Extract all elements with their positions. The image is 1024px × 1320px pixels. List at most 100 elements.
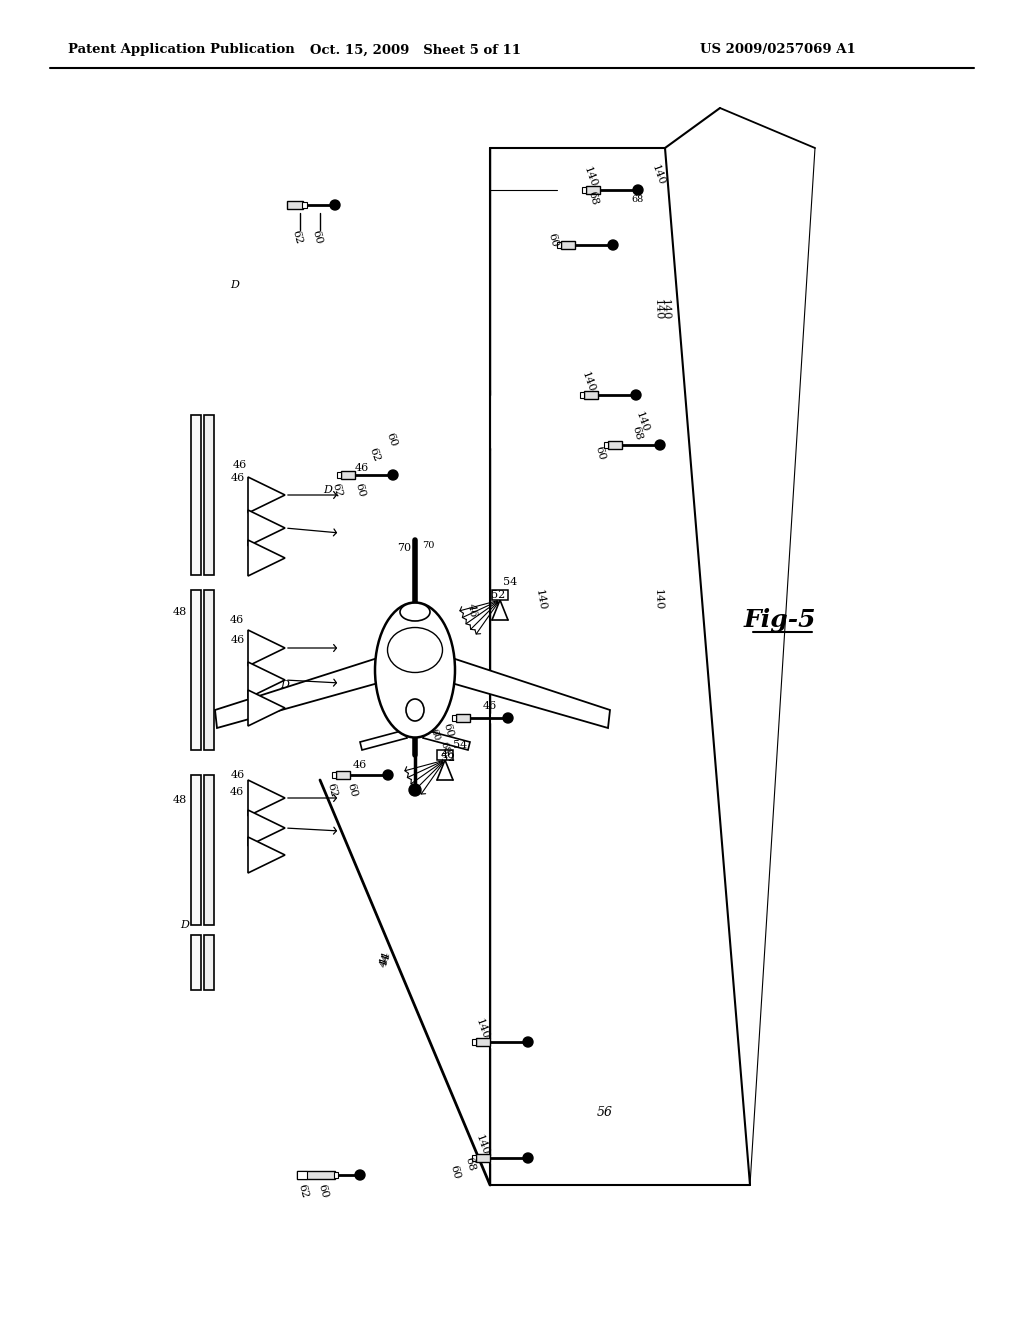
Circle shape — [655, 440, 665, 450]
Bar — [561, 242, 575, 249]
Bar — [204, 935, 214, 990]
Bar — [336, 771, 350, 779]
Bar — [580, 392, 584, 399]
Text: 140: 140 — [474, 1134, 490, 1156]
Polygon shape — [420, 610, 430, 649]
Text: 62: 62 — [368, 446, 382, 463]
Polygon shape — [248, 510, 285, 546]
Text: D: D — [281, 680, 290, 690]
Text: 46: 46 — [353, 760, 368, 770]
Text: 46: 46 — [355, 463, 369, 473]
Text: 46: 46 — [230, 770, 245, 780]
Bar — [332, 772, 336, 777]
Polygon shape — [248, 837, 285, 873]
Polygon shape — [410, 649, 430, 730]
Text: 60: 60 — [441, 722, 455, 738]
Text: 68: 68 — [587, 190, 600, 206]
Text: 68: 68 — [463, 1156, 477, 1172]
Bar — [204, 414, 214, 576]
Text: Oct. 15, 2009   Sheet 5 of 11: Oct. 15, 2009 Sheet 5 of 11 — [310, 44, 521, 57]
Text: 48: 48 — [173, 795, 187, 805]
Text: 60: 60 — [593, 445, 606, 461]
Text: 44: 44 — [378, 949, 392, 966]
Text: 46: 46 — [441, 750, 455, 760]
Polygon shape — [248, 540, 285, 576]
Bar — [191, 775, 201, 925]
Bar — [302, 202, 307, 209]
Text: 140: 140 — [659, 300, 671, 321]
Text: 140: 140 — [649, 164, 667, 186]
Text: 60: 60 — [429, 727, 441, 742]
Text: 62: 62 — [291, 228, 304, 246]
Bar — [584, 391, 598, 399]
Circle shape — [523, 1038, 534, 1047]
Text: 62: 62 — [326, 781, 339, 799]
Bar — [204, 590, 214, 750]
Text: 52: 52 — [441, 752, 455, 763]
Bar — [472, 1039, 476, 1045]
Bar — [297, 1171, 335, 1179]
Bar — [492, 590, 508, 601]
Bar — [476, 1038, 490, 1045]
Bar — [586, 186, 600, 194]
Text: 54: 54 — [503, 577, 517, 587]
Bar — [557, 242, 561, 248]
Text: 68: 68 — [632, 195, 644, 205]
Bar — [406, 635, 427, 649]
Ellipse shape — [387, 627, 442, 672]
Text: D: D — [180, 920, 189, 931]
Bar — [191, 590, 201, 750]
Circle shape — [388, 470, 398, 480]
Bar — [191, 414, 201, 576]
Bar — [334, 1172, 338, 1177]
Text: D: D — [230, 280, 240, 290]
Text: 70: 70 — [397, 543, 411, 553]
Text: Fig-5: Fig-5 — [743, 609, 816, 632]
Polygon shape — [248, 690, 285, 726]
Bar — [608, 441, 622, 449]
Text: 140: 140 — [580, 370, 596, 393]
Bar — [582, 187, 586, 193]
Circle shape — [355, 1170, 365, 1180]
Text: 46: 46 — [229, 615, 244, 624]
Text: 60: 60 — [353, 482, 367, 498]
Circle shape — [330, 201, 340, 210]
Ellipse shape — [406, 700, 424, 721]
Text: 140: 140 — [582, 165, 598, 189]
Text: 44: 44 — [378, 952, 392, 969]
Text: 70: 70 — [399, 665, 413, 675]
Circle shape — [631, 389, 641, 400]
Bar — [191, 935, 201, 990]
Polygon shape — [248, 477, 285, 513]
Text: 60: 60 — [310, 228, 324, 246]
Text: 68: 68 — [438, 741, 452, 755]
Bar — [337, 473, 341, 478]
Text: 140: 140 — [652, 589, 664, 611]
Bar — [437, 750, 453, 760]
Text: 68: 68 — [631, 425, 644, 441]
Bar — [341, 471, 355, 479]
Text: 140: 140 — [474, 1018, 490, 1040]
Text: 140: 140 — [634, 411, 650, 434]
Polygon shape — [248, 630, 285, 667]
Ellipse shape — [400, 603, 430, 620]
Text: 46: 46 — [230, 473, 245, 483]
Bar — [472, 1155, 476, 1162]
Text: 56: 56 — [597, 1106, 613, 1118]
Circle shape — [523, 1152, 534, 1163]
Text: 46: 46 — [229, 787, 244, 797]
Ellipse shape — [375, 602, 455, 738]
Text: 140: 140 — [534, 589, 547, 611]
Bar — [297, 1171, 307, 1179]
Text: D: D — [324, 484, 333, 495]
Text: 46: 46 — [232, 459, 247, 470]
Text: Patent Application Publication: Patent Application Publication — [68, 44, 295, 57]
Text: 46: 46 — [483, 701, 497, 711]
Text: 60: 60 — [385, 432, 399, 449]
Text: 140: 140 — [652, 300, 664, 321]
Bar — [456, 714, 470, 722]
Circle shape — [409, 784, 421, 796]
Text: 60: 60 — [316, 1183, 330, 1199]
Text: 70: 70 — [422, 540, 434, 549]
Text: 46: 46 — [466, 602, 478, 618]
